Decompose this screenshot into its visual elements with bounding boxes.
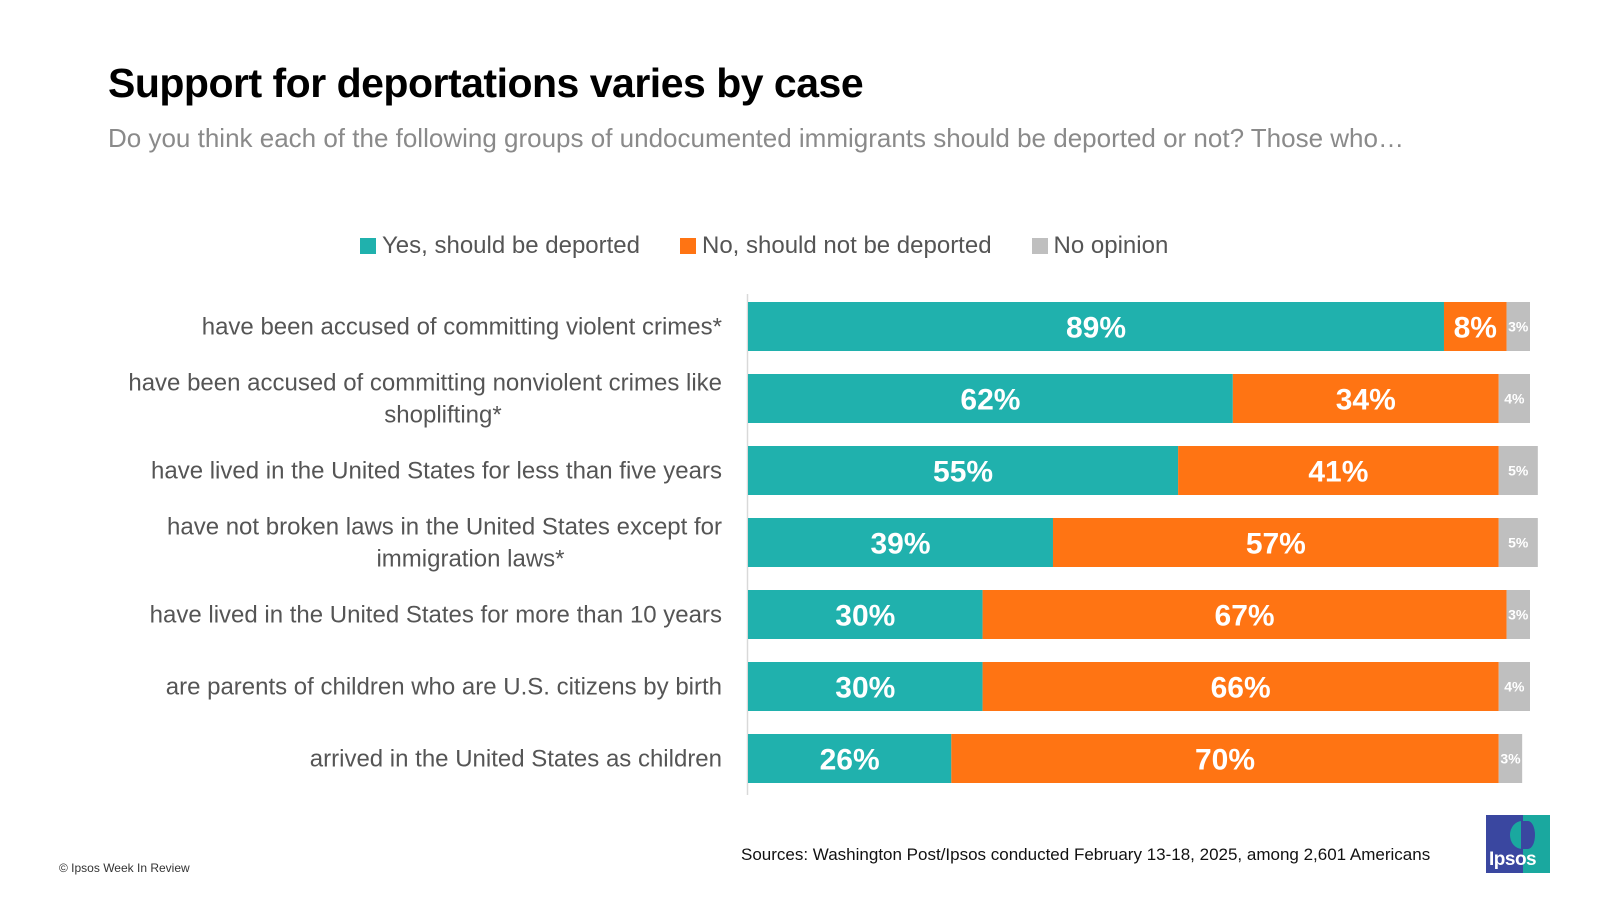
data-label-no-opinion: 4% [1504,391,1525,407]
data-label-yes: 39% [870,528,930,561]
logo-text: Ipsos [1489,849,1537,870]
bar-yes [748,374,1233,423]
data-label-no: 67% [1215,600,1275,633]
bar-no-opinion [1498,734,1523,783]
data-label-yes: 30% [835,600,895,633]
bar-no-opinion [1498,374,1530,423]
data-label-no: 66% [1211,672,1271,705]
legend: Yes, should be deported No, should not b… [360,232,1168,260]
bar-yes [748,518,1053,567]
chart-title: Support for deportations varies by case [108,60,864,106]
legend-swatch-yes [360,238,376,254]
data-label-no-opinion: 5% [1508,463,1529,479]
bar-yes [748,302,1444,351]
legend-item-no: No, should not be deported [680,232,992,260]
bar-no-opinion [1498,518,1538,567]
category-label: arrived in the United States as children [310,746,722,773]
sources-note: Sources: Washington Post/Ipsos conducted… [741,845,1431,864]
data-label-no-opinion: 3% [1508,319,1529,335]
legend-swatch-no [680,238,696,254]
legend-label-no-opinion: No opinion [1053,232,1169,259]
data-label-no: 70% [1195,744,1255,777]
data-label-yes: 62% [960,384,1020,417]
bar-no-opinion [1498,446,1538,495]
category-label: have not broken laws in the United State… [167,514,722,573]
legend-swatch-no-opinion [1031,238,1048,254]
bar-no [982,662,1499,711]
bar-no [1232,374,1499,423]
data-label-yes: 55% [933,456,993,489]
bar-no-opinion [1506,590,1530,639]
bar-yes [748,446,1179,495]
category-label: have been accused of committing nonviole… [128,370,722,429]
legend-label-yes: Yes, should be deported [382,232,640,259]
data-label-no: 34% [1336,384,1396,417]
category-label: have been accused of committing violent … [202,314,722,341]
category-label: have lived in the United States for less… [151,458,722,485]
data-label-yes: 30% [835,672,895,705]
category-label: are parents of children who are U.S. cit… [166,674,722,701]
bar-no [1178,446,1499,495]
data-label-no-opinion: 4% [1504,679,1525,695]
bar-no-opinion [1498,662,1530,711]
data-label-no: 41% [1308,456,1368,489]
chart-subtitle: Do you think each of the following group… [108,123,1404,153]
data-label-no-opinion: 3% [1508,607,1529,623]
data-label-no-opinion: 5% [1508,535,1529,551]
copyright-note: © Ipsos Week In Review [59,861,190,875]
data-label-no: 57% [1246,528,1306,561]
legend-item-yes: Yes, should be deported [360,232,640,260]
category-label: have lived in the United States for more… [150,602,722,629]
legend-item-no-opinion: No opinion [1031,232,1169,260]
bar-yes [748,662,983,711]
bar-yes [748,590,983,639]
bar-no [951,734,1499,783]
ipsos-logo: Ipsos [1486,815,1550,873]
bar-no-opinion [1506,302,1530,351]
data-label-no-opinion: 3% [1500,751,1521,767]
bar-no [982,590,1507,639]
bar-no [1443,302,1507,351]
bar-no [1052,518,1499,567]
legend-label-no: No, should not be deported [702,232,992,259]
data-label-yes: 89% [1066,312,1126,345]
bar-yes [748,734,952,783]
data-label-no: 8% [1454,312,1497,345]
data-label-yes: 26% [820,744,880,777]
